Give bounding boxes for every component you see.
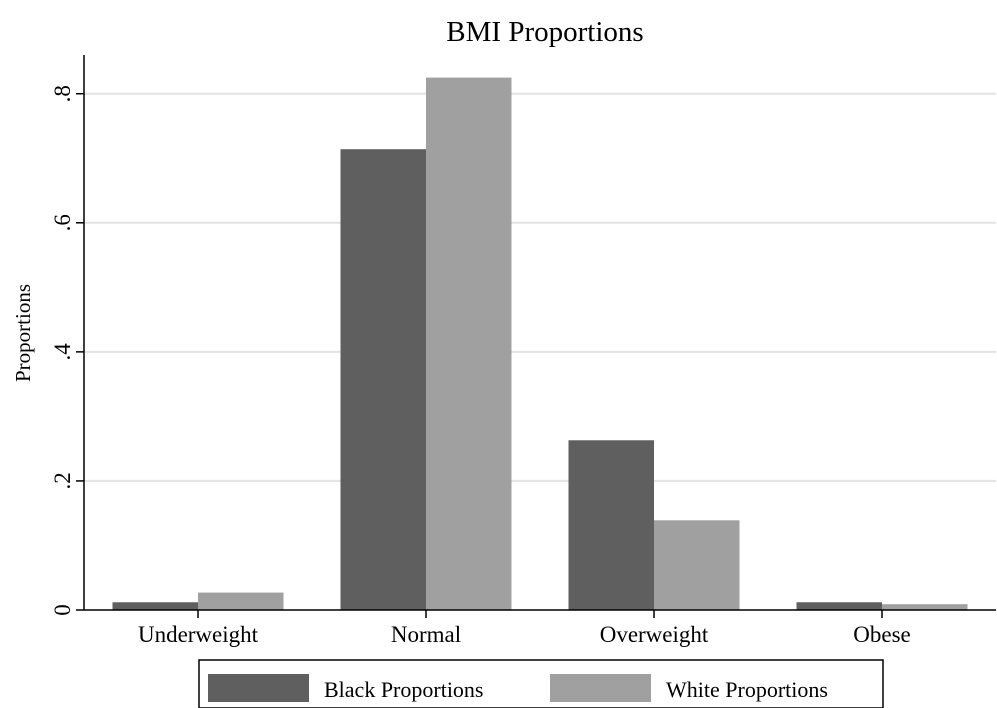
y-tick-label-4: .8 [50,85,75,102]
y-tick-label-3: .6 [50,214,75,231]
bar-overweight-series-0 [568,440,654,610]
bar-overweight-series-1 [654,520,740,610]
y-tick-label-2: .4 [50,343,75,361]
bar-normal-series-0 [340,149,426,610]
legend-box [198,659,884,708]
bar-obese-series-1 [882,604,968,610]
legend-swatch-0 [208,674,309,702]
legend-label-0: Black Proportions [324,677,484,702]
axes: 0 .2 .4 .6 .8 Underweight Normal Overweight Obes… [50,55,996,647]
bar-underweight-series-1 [198,592,284,610]
x-tick-label-2: Overweight [600,622,709,647]
y-tick-label-1: .2 [50,472,75,489]
chart-title: BMI Proportions [446,16,643,48]
legend-swatch-1 [550,674,651,702]
y-axis-label: Proportions [11,284,35,382]
x-tick-label-0: Underweight [138,622,259,647]
bar-obese-series-0 [796,602,882,610]
bar-underweight-series-0 [112,602,198,610]
x-tick-label-3: Obese [853,622,910,647]
legend: Black Proportions White Proportions [198,659,884,708]
y-tick-label-0: 0 [50,604,75,616]
gridlines [84,92,996,482]
x-tick-label-1: Normal [391,622,461,647]
legend-label-1: White Proportions [666,677,828,702]
bar-normal-series-1 [426,77,512,610]
bars [112,77,968,610]
